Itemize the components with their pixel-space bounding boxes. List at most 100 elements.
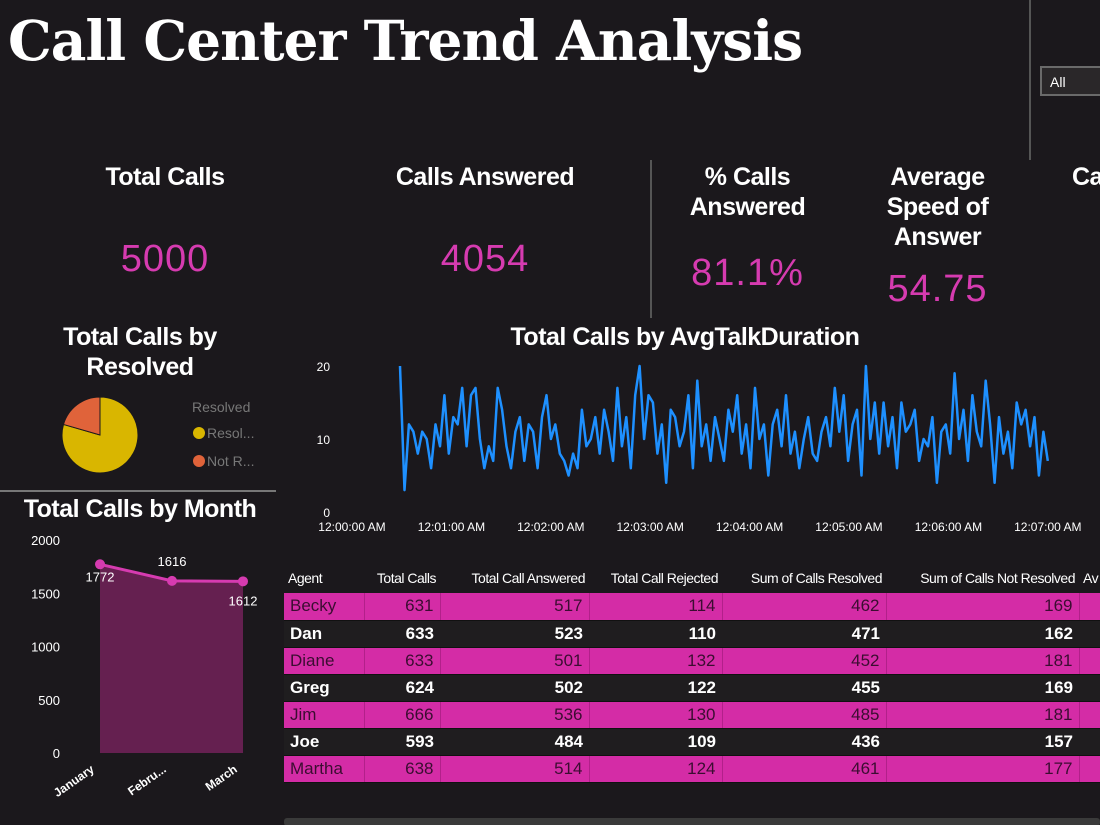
line-chart-title: Total Calls by AvgTalkDuration — [510, 323, 860, 351]
table-cell: Diane — [284, 647, 364, 675]
divider — [650, 160, 652, 318]
x-tick-label: Febru... — [125, 762, 169, 798]
table-cell: 110 — [589, 620, 722, 648]
table-cell: 633 — [363, 647, 440, 675]
pie-chart: Resolved Resol... Not R... — [61, 396, 254, 474]
x-tick-label: 12:00:00 AM — [318, 520, 385, 534]
table-row[interactable]: Becky 631 517 114 462 169 — [284, 593, 1100, 621]
table-cell: 631 — [363, 593, 440, 621]
table-cell: 517 — [439, 593, 589, 621]
pie-legend-title: Resolved — [192, 399, 250, 415]
kpi-pct-answered-value: 81.1% — [691, 252, 804, 294]
data-label: 1616 — [158, 554, 187, 569]
kpi-partial-label: Ca — [1072, 163, 1100, 191]
table-cell — [1078, 593, 1100, 621]
table-cell: 109 — [589, 728, 722, 756]
table-cell: 462 — [721, 593, 886, 621]
table-row[interactable]: Greg 624 502 122 455 169 — [284, 674, 1100, 702]
x-tick-label: January — [51, 762, 97, 800]
talk-duration-line-chart: 0 10 20 12:00:00 AM 12:01:00 AM 12:02:00 AM 12… — [317, 360, 1082, 534]
y-tick-label: 2000 — [31, 533, 60, 548]
kpi-total-calls-value: 5000 — [120, 238, 210, 280]
kpi-total-calls-label: Total Calls — [105, 163, 225, 191]
table-cell: 132 — [588, 647, 722, 675]
column-header[interactable]: Sum of Calls Not Resolved — [920, 570, 1075, 586]
table-cell: 452 — [721, 647, 886, 675]
table-cell: 162 — [886, 620, 1079, 648]
column-header[interactable]: Total Call Rejected — [610, 570, 719, 586]
kpi-calls-answered-label: Calls Answered — [395, 163, 575, 191]
table-cell: 514 — [439, 755, 589, 783]
table-cell: 484 — [440, 728, 589, 756]
x-tick-label: 12:02:00 AM — [517, 520, 584, 534]
table-cell: 593 — [364, 728, 440, 756]
column-header[interactable]: Agent — [288, 570, 323, 586]
data-point — [95, 559, 105, 570]
table-row[interactable]: Martha 638 514 124 461 177 — [284, 755, 1100, 783]
table-cell: 638 — [363, 755, 440, 783]
table-cell: 124 — [588, 755, 722, 783]
table-cell: 436 — [722, 728, 886, 756]
series-line — [398, 364, 1050, 492]
x-tick-label: March — [203, 762, 240, 794]
month-area-chart: 0 500 1000 1500 2000 1772 1616 1612 January Febru… — [31, 533, 257, 800]
table-cell: 130 — [588, 701, 722, 729]
table-cell: 501 — [439, 647, 589, 675]
table-cell: 122 — [589, 674, 722, 702]
column-header[interactable]: Total Calls — [376, 570, 437, 586]
y-tick-label: 10 — [317, 433, 331, 447]
table-cell: 633 — [364, 620, 440, 648]
pie-slice-1 — [62, 396, 101, 436]
y-tick-label: 1500 — [31, 586, 60, 601]
kpi-avg-speed-label: Average Speed of Answer — [886, 163, 989, 251]
y-tick-label: 20 — [317, 360, 331, 374]
divider — [0, 490, 276, 492]
y-tick-label: 1000 — [31, 640, 60, 655]
table-cell — [1078, 701, 1100, 729]
data-label: 1772 — [86, 569, 115, 584]
table-cell: Jim — [284, 701, 364, 729]
table-cell: Greg — [284, 674, 364, 702]
table-cell: 455 — [722, 674, 886, 702]
column-header[interactable]: Av — [1083, 570, 1099, 586]
column-header[interactable]: Total Call Answered — [471, 570, 586, 586]
legend-label-not-resolved[interactable]: Not R... — [207, 453, 254, 469]
agent-table: Agent Total Calls Total Call Answered Total… — [284, 563, 1100, 825]
table-row[interactable]: Jim 666 536 130 485 181 — [284, 701, 1100, 729]
table-cell — [1079, 728, 1100, 756]
table-row[interactable]: Dan 633 523 110 471 162 — [284, 620, 1100, 648]
table-cell: 666 — [363, 701, 440, 729]
table-row[interactable]: Joe 593 484 109 436 157 — [284, 728, 1100, 756]
x-tick-label: 12:05:00 AM — [815, 520, 882, 534]
table-cell: Martha — [284, 755, 364, 783]
x-tick-label: 12:07:00 AM — [1014, 520, 1081, 534]
table-cell: 181 — [885, 701, 1079, 729]
legend-label-resolved[interactable]: Resol... — [207, 425, 254, 441]
legend-marker-not-resolved — [193, 455, 205, 467]
table-cell: 114 — [588, 593, 722, 621]
divider — [1029, 0, 1031, 160]
data-point — [167, 575, 177, 586]
table-cell — [1079, 620, 1100, 648]
horizontal-scrollbar[interactable] — [284, 818, 1100, 825]
kpi-pct-answered-label: % Calls Answered — [689, 163, 806, 221]
legend-marker-resolved — [193, 427, 205, 439]
table-cell — [1078, 755, 1100, 783]
x-tick-label: 12:01:00 AM — [418, 520, 485, 534]
table-cell: Joe — [284, 728, 364, 756]
table-cell: Becky — [284, 593, 364, 621]
column-header[interactable]: Sum of Calls Resolved — [750, 570, 883, 586]
y-tick-label: 500 — [38, 693, 60, 708]
filter-dropdown[interactable]: All — [1040, 66, 1100, 96]
table-cell: 523 — [440, 620, 589, 648]
month-chart-title: Total Calls by Month — [23, 495, 257, 523]
y-tick-label: 0 — [323, 506, 330, 520]
area-fill — [100, 564, 243, 753]
kpi-calls-answered-value: 4054 — [440, 238, 530, 280]
table-cell: 177 — [885, 755, 1079, 783]
table-cell: 502 — [440, 674, 589, 702]
pie-slice-0 — [61, 396, 139, 474]
table-cell: 461 — [721, 755, 886, 783]
table-row[interactable]: Diane 633 501 132 452 181 — [284, 647, 1100, 675]
table-cell: 169 — [885, 593, 1079, 621]
